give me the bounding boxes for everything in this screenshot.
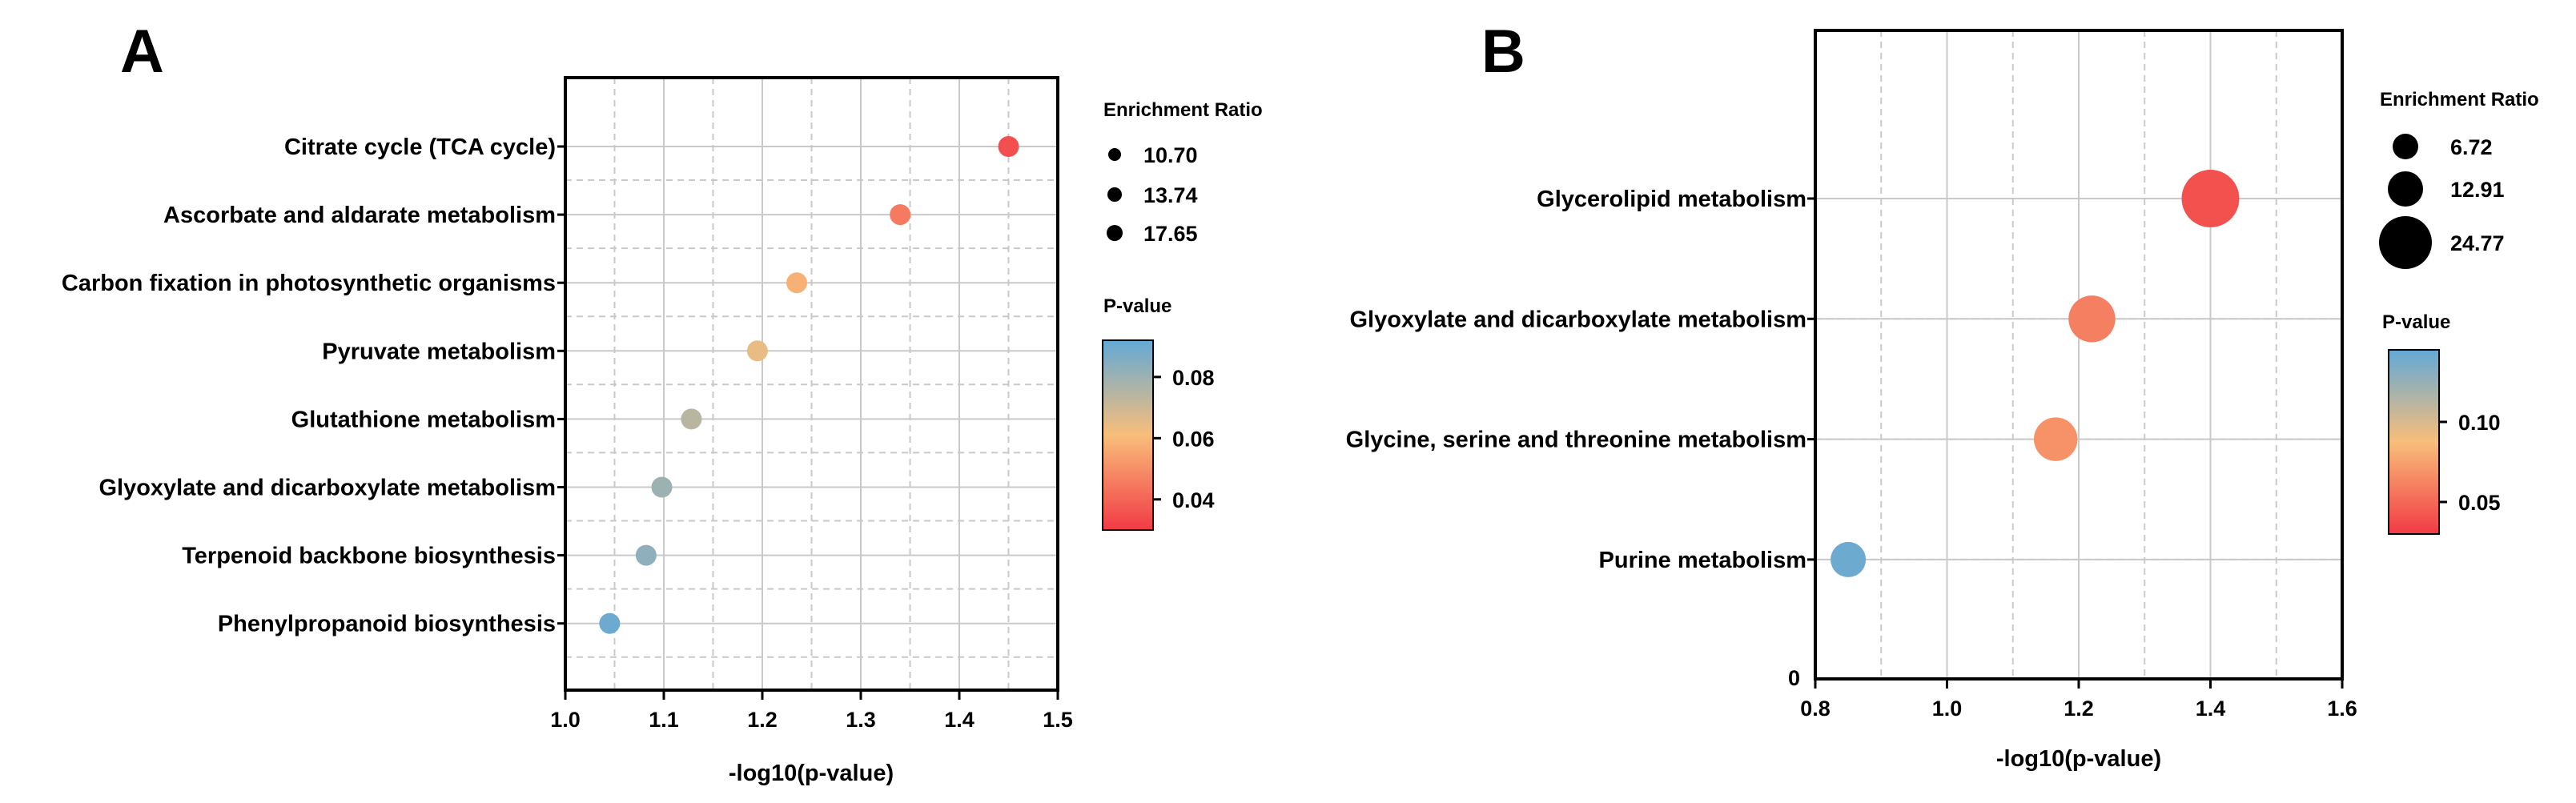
panel-a: A 1.0 1.1 1.2 1.3 1.4 1.5 Citrate cycle (TCA … — [62, 18, 1263, 786]
panel-b-category-label: Glycine, serine and threonine metabolism — [1346, 428, 1806, 453]
panel-a-x-tick-label: 1.5 — [1043, 708, 1073, 732]
panel-b-size-legend-dot-1 — [2393, 134, 2418, 159]
panel-a-grid — [565, 78, 1058, 690]
panel-a-category-label: Pyruvate metabolism — [322, 339, 556, 364]
panel-b-point — [2033, 417, 2078, 461]
panel-a-size-legend-value-1: 10.70 — [1143, 143, 1198, 167]
panel-a-size-legend-value-3: 17.65 — [1143, 222, 1198, 246]
panel-a-size-legend-value-2: 13.74 — [1143, 183, 1198, 207]
panel-b-size-legend-value-1: 6.72 — [2450, 135, 2493, 159]
panel-a-category-label: Citrate cycle (TCA cycle) — [284, 135, 556, 160]
panel-a-point — [998, 136, 1019, 157]
panel-b-point — [2068, 295, 2116, 343]
panel-b-x-tick-label: 1.6 — [2327, 697, 2357, 721]
panel-a-size-legend-title: Enrichment Ratio — [1103, 99, 1263, 121]
panel-b-size-legend-value-2: 12.91 — [2450, 178, 2505, 202]
panel-b-category-label: Purine metabolism — [1599, 548, 1806, 573]
panel-b-point — [1831, 541, 1867, 577]
panel-a-point — [890, 204, 911, 226]
panel-b-color-legend-title: P-value — [2382, 311, 2450, 333]
panel-a-size-legend-dot-2 — [1107, 187, 1122, 202]
panel-a-point — [746, 340, 768, 362]
panel-a-category-label: Phenylpropanoid biosynthesis — [218, 612, 556, 637]
panel-a-color-bar — [1102, 339, 1154, 531]
panel-a-letter: A — [120, 18, 164, 86]
panel-b: B 0.8 1.0 1.2 1.4 1.6 Glycerolipid metabolis… — [1346, 18, 2539, 772]
panel-a-x-tick-label: 1.4 — [944, 708, 975, 732]
panel-b-x-ticks: 0.8 1.0 1.2 1.4 1.6 — [1800, 679, 2357, 721]
panel-a-points — [599, 136, 1019, 634]
panel-a-category-label: Glyoxylate and dicarboxylate metabolism — [98, 476, 556, 501]
panel-a-color-bar-ticks: 0.08 0.06 0.04 — [1153, 366, 1215, 512]
panel-b-size-legend-dot-3 — [2379, 216, 2432, 269]
panel-a-point — [651, 476, 673, 498]
panel-a-point — [635, 544, 657, 566]
panel-b-category-label: Glycerolipid metabolism — [1537, 187, 1806, 212]
panel-a-category-label: Terpenoid backbone biosynthesis — [182, 544, 556, 569]
panel-b-x-tick-label: 1.0 — [1932, 697, 1963, 721]
panel-b-letter: B — [1481, 18, 1525, 86]
panel-a-category-label: Carbon fixation in photosynthetic organi… — [62, 271, 556, 296]
panel-a-category-label: Ascorbate and aldarate metabolism — [163, 203, 556, 228]
panel-b-category-label: Glyoxylate and dicarboxylate metabolism — [1349, 307, 1806, 332]
panel-a-plot-frame — [564, 76, 1059, 692]
panel-a-legend: Enrichment Ratio 10.70 13.74 17.65 P-val… — [1102, 99, 1263, 531]
panel-a-color-legend-title: P-value — [1103, 295, 1171, 317]
panel-b-x-tick-label: 0.8 — [1800, 697, 1831, 721]
panel-a-x-tick-label: 1.0 — [550, 708, 581, 732]
panel-a-size-legend-dot-3 — [1107, 225, 1123, 241]
panel-a-color-bar-tick-label: 0.08 — [1172, 366, 1215, 390]
panel-b-size-legend-value-3: 24.77 — [2450, 231, 2505, 255]
panel-b-x-tick-label: 1.4 — [2196, 697, 2226, 721]
panel-b-x-tick-label: 1.2 — [2064, 697, 2094, 721]
panel-b-color-bar-ticks: 0.10 0.05 — [2439, 411, 2501, 515]
panel-a-point — [599, 612, 621, 634]
panel-b-points — [1831, 170, 2240, 577]
panel-b-x-axis-title: -log10(p-value) — [1996, 746, 2161, 772]
panel-a-category-labels: Citrate cycle (TCA cycle) Ascorbate and a… — [62, 135, 565, 637]
panel-a-category-label: Glutathione metabolism — [291, 407, 556, 432]
panel-b-legend: Enrichment Ratio 6.72 12.91 24.77 P-valu… — [2379, 89, 2539, 535]
panel-b-category-labels: Glycerolipid metabolism Glyoxylate and di… — [1346, 187, 1815, 573]
panel-a-x-tick-label: 1.2 — [747, 708, 778, 732]
panel-b-size-legend-dot-2 — [2388, 171, 2423, 207]
panel-b-color-bar — [2388, 349, 2440, 535]
panel-a-x-tick-label: 1.1 — [649, 708, 679, 732]
panel-a-x-axis-title: -log10(p-value) — [729, 761, 894, 786]
panel-b-grid — [1815, 30, 2342, 679]
panel-b-color-bar-tick-label: 0.10 — [2458, 411, 2501, 435]
panel-b-color-bar-tick-label: 0.05 — [2458, 491, 2501, 515]
panel-a-x-tick-label: 1.3 — [846, 708, 876, 732]
panel-a-point — [681, 408, 702, 430]
panel-a-color-bar-tick-label: 0.06 — [1172, 427, 1215, 451]
panel-b-y-zero-label: 0 — [1788, 666, 1800, 690]
panel-a-x-ticks: 1.0 1.1 1.2 1.3 1.4 1.5 — [550, 690, 1073, 732]
panel-a-point — [786, 272, 808, 294]
panel-a-color-bar-tick-label: 0.04 — [1172, 488, 1215, 512]
panel-a-size-legend-dot-1 — [1108, 148, 1121, 161]
panel-b-point — [2181, 170, 2240, 227]
panel-b-size-legend-title: Enrichment Ratio — [2380, 89, 2539, 110]
